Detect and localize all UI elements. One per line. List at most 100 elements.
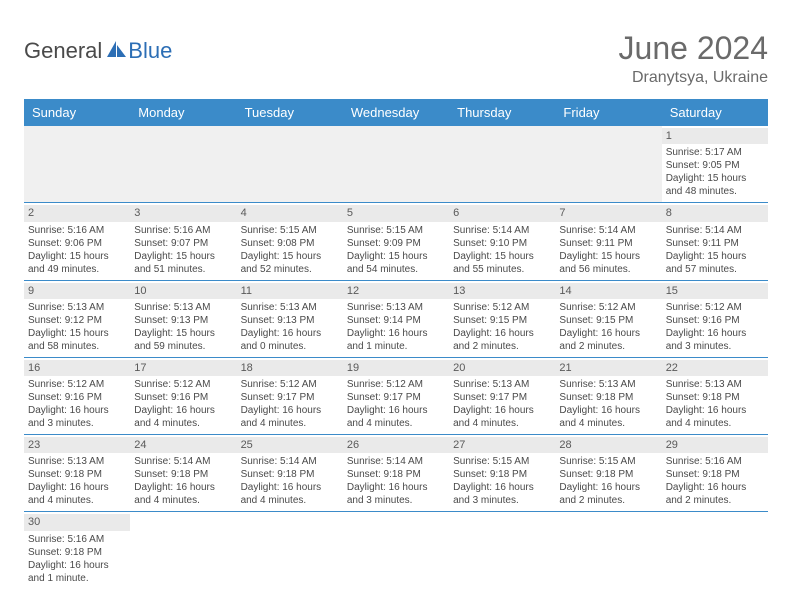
day-number: 3 [130,205,236,221]
sunrise-text: Sunrise: 5:17 AM [666,146,764,159]
sunset-text: Sunset: 9:16 PM [28,391,126,404]
day-cell: 14Sunrise: 5:12 AMSunset: 9:15 PMDayligh… [555,281,661,357]
daylight-text: Daylight: 16 hours and 4 minutes. [453,404,551,430]
day-number: 26 [343,437,449,453]
day-cell: 3 Sunrise: 5:16 AMSunset: 9:07 PMDaylight… [130,203,236,279]
day-number: 19 [343,360,449,376]
sunrise-text: Sunrise: 5:12 AM [347,378,445,391]
daylight-text: Daylight: 16 hours and 3 minutes. [666,327,764,353]
day-info: Sunrise: 5:16 AMSunset: 9:18 PMDaylight:… [28,533,126,585]
day-number: 27 [449,437,555,453]
sunrise-text: Sunrise: 5:14 AM [559,224,657,237]
day-info: Sunrise: 5:16 AMSunset: 9:07 PMDaylight:… [134,224,232,276]
day-cell [555,126,661,202]
sunset-text: Sunset: 9:14 PM [347,314,445,327]
sunrise-text: Sunrise: 5:15 AM [453,455,551,468]
day-info: Sunrise: 5:16 AMSunset: 9:06 PMDaylight:… [28,224,126,276]
day-number: 21 [555,360,661,376]
daylight-text: Daylight: 15 hours and 54 minutes. [347,250,445,276]
sunset-text: Sunset: 9:18 PM [666,468,764,481]
day-cell: 16Sunrise: 5:12 AMSunset: 9:16 PMDayligh… [24,358,130,434]
day-cell: 12Sunrise: 5:13 AMSunset: 9:14 PMDayligh… [343,281,449,357]
daylight-text: Daylight: 16 hours and 4 minutes. [241,404,339,430]
sunset-text: Sunset: 9:16 PM [666,314,764,327]
day-info: Sunrise: 5:14 AMSunset: 9:10 PMDaylight:… [453,224,551,276]
sunset-text: Sunset: 9:05 PM [666,159,764,172]
sunset-text: Sunset: 9:13 PM [241,314,339,327]
daylight-text: Daylight: 16 hours and 4 minutes. [666,404,764,430]
week-row: 23 Sunrise: 5:13 AMSunset: 9:18 PMDayligh… [24,435,768,512]
week-row: 16Sunrise: 5:12 AMSunset: 9:16 PMDayligh… [24,358,768,435]
daylight-text: Daylight: 16 hours and 1 minute. [28,559,126,585]
day-info: Sunrise: 5:13 AMSunset: 9:12 PMDaylight:… [28,301,126,353]
day-info: Sunrise: 5:14 AMSunset: 9:11 PMDaylight:… [666,224,764,276]
day-header-thu: Thursday [449,99,555,126]
sunrise-text: Sunrise: 5:16 AM [28,533,126,546]
day-info: Sunrise: 5:15 AMSunset: 9:08 PMDaylight:… [241,224,339,276]
empty-day-number [237,128,343,144]
sunset-text: Sunset: 9:15 PM [559,314,657,327]
day-number: 17 [130,360,236,376]
location-label: Dranytsya, Ukraine [619,69,768,87]
empty-day-number [555,128,661,144]
sunset-text: Sunset: 9:18 PM [28,468,126,481]
sunset-text: Sunset: 9:17 PM [347,391,445,404]
sunset-text: Sunset: 9:18 PM [28,546,126,559]
day-number: 29 [662,437,768,453]
day-info: Sunrise: 5:13 AMSunset: 9:18 PMDaylight:… [28,455,126,507]
day-cell: 27Sunrise: 5:15 AMSunset: 9:18 PMDayligh… [449,435,555,511]
day-cell [555,512,661,588]
logo-text-blue: Blue [128,38,172,64]
day-cell: 11Sunrise: 5:13 AMSunset: 9:13 PMDayligh… [237,281,343,357]
sunset-text: Sunset: 9:13 PM [134,314,232,327]
daylight-text: Daylight: 15 hours and 48 minutes. [666,172,764,198]
sunset-text: Sunset: 9:06 PM [28,237,126,250]
day-number: 4 [237,205,343,221]
week-row: 1Sunrise: 5:17 AMSunset: 9:05 PMDaylight… [24,126,768,203]
day-cell: 28Sunrise: 5:15 AMSunset: 9:18 PMDayligh… [555,435,661,511]
week-row: 9Sunrise: 5:13 AMSunset: 9:12 PMDaylight… [24,281,768,358]
sunset-text: Sunset: 9:16 PM [134,391,232,404]
day-cell: 18Sunrise: 5:12 AMSunset: 9:17 PMDayligh… [237,358,343,434]
day-cell: 23 Sunrise: 5:13 AMSunset: 9:18 PMDayligh… [24,435,130,511]
day-number: 10 [130,283,236,299]
day-cell: 20Sunrise: 5:13 AMSunset: 9:17 PMDayligh… [449,358,555,434]
weeks-container: 1Sunrise: 5:17 AMSunset: 9:05 PMDaylight… [24,126,768,589]
day-number: 5 [343,205,449,221]
daylight-text: Daylight: 15 hours and 58 minutes. [28,327,126,353]
day-number: 23 [24,437,130,453]
day-info: Sunrise: 5:13 AMSunset: 9:13 PMDaylight:… [134,301,232,353]
day-number: 28 [555,437,661,453]
sunset-text: Sunset: 9:18 PM [241,468,339,481]
day-info: Sunrise: 5:12 AMSunset: 9:17 PMDaylight:… [347,378,445,430]
day-header-sun: Sunday [24,99,130,126]
day-number: 6 [449,205,555,221]
day-cell: 2Sunrise: 5:16 AMSunset: 9:06 PMDaylight… [24,203,130,279]
day-info: Sunrise: 5:15 AMSunset: 9:09 PMDaylight:… [347,224,445,276]
sunrise-text: Sunrise: 5:14 AM [453,224,551,237]
sunset-text: Sunset: 9:18 PM [559,468,657,481]
day-number: 25 [237,437,343,453]
daylight-text: Daylight: 16 hours and 4 minutes. [134,481,232,507]
empty-day-number [449,128,555,144]
day-number: 13 [449,283,555,299]
day-header-sat: Saturday [662,99,768,126]
day-cell: 30Sunrise: 5:16 AMSunset: 9:18 PMDayligh… [24,512,130,588]
calendar-page: General Blue June 2024 Dranytsya, Ukrain… [0,0,792,609]
page-header: General Blue June 2024 Dranytsya, Ukrain… [24,30,768,87]
day-info: Sunrise: 5:13 AMSunset: 9:18 PMDaylight:… [666,378,764,430]
sunrise-text: Sunrise: 5:15 AM [241,224,339,237]
sunrise-text: Sunrise: 5:14 AM [347,455,445,468]
day-cell: 1Sunrise: 5:17 AMSunset: 9:05 PMDaylight… [662,126,768,202]
week-row: 2Sunrise: 5:16 AMSunset: 9:06 PMDaylight… [24,203,768,280]
sunset-text: Sunset: 9:11 PM [666,237,764,250]
day-cell: 26Sunrise: 5:14 AMSunset: 9:18 PMDayligh… [343,435,449,511]
day-header-row: Sunday Monday Tuesday Wednesday Thursday… [24,99,768,126]
sunrise-text: Sunrise: 5:12 AM [666,301,764,314]
daylight-text: Daylight: 16 hours and 0 minutes. [241,327,339,353]
sunrise-text: Sunrise: 5:13 AM [559,378,657,391]
empty-day-number [343,128,449,144]
sunset-text: Sunset: 9:18 PM [666,391,764,404]
day-info: Sunrise: 5:12 AMSunset: 9:16 PMDaylight:… [666,301,764,353]
day-cell [237,512,343,588]
